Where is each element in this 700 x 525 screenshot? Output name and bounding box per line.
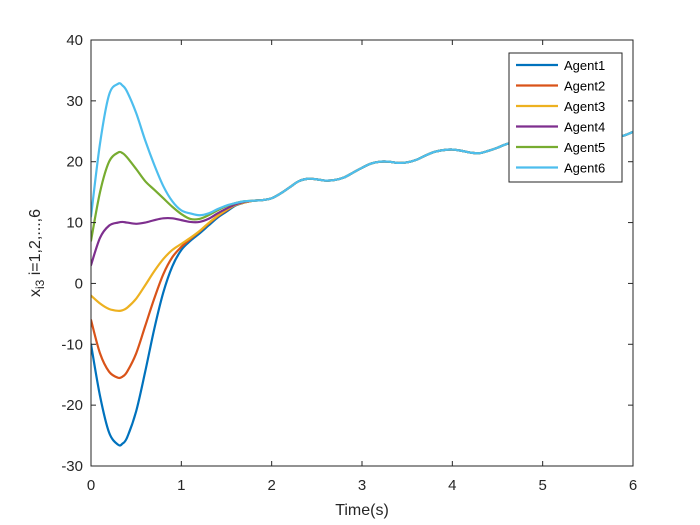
x-tick-label: 0 [87,477,95,494]
y-tick-label: 0 [75,275,83,292]
legend-label-agent6: Agent6 [564,161,605,176]
legend: Agent1 Agent2 Agent3 Agent4 Agent5 Agent6 [508,52,623,183]
x-axis-label: Time(s) [335,502,389,519]
x-tick-label: 5 [538,477,546,494]
ticks-layer: 0 1 2 3 4 5 6 -30 -20 -10 0 10 20 30 40 [61,32,637,494]
legend-label-agent5: Agent5 [564,140,605,155]
y-axis-label-rest: i=1,2,...,6 [27,209,44,280]
y-tick-label: 30 [66,93,83,110]
y-tick-label: 20 [66,154,83,171]
legend-label-agent4: Agent4 [564,120,605,135]
legend-label-agent2: Agent2 [564,79,605,94]
y-axis-label-subscript: i3 [33,279,47,289]
y-tick-label: 40 [66,32,83,49]
y-axis-label: xi3 i=1,2,...,6 [27,209,47,297]
legend-box [508,52,623,183]
y-tick-label: 10 [66,215,83,232]
y-tick-label: -30 [61,458,83,475]
legend-label-agent1: Agent1 [564,58,605,73]
y-axis-label-base: x [27,289,44,297]
y-tick-label: -20 [61,397,83,414]
y-tick-label: -10 [61,336,83,353]
x-tick-label: 1 [177,477,185,494]
x-tick-label: 6 [629,477,637,494]
x-tick-label: 3 [358,477,366,494]
legend-label-agent3: Agent3 [564,99,605,114]
x-tick-label: 4 [448,477,456,494]
x-tick-label: 2 [267,477,275,494]
